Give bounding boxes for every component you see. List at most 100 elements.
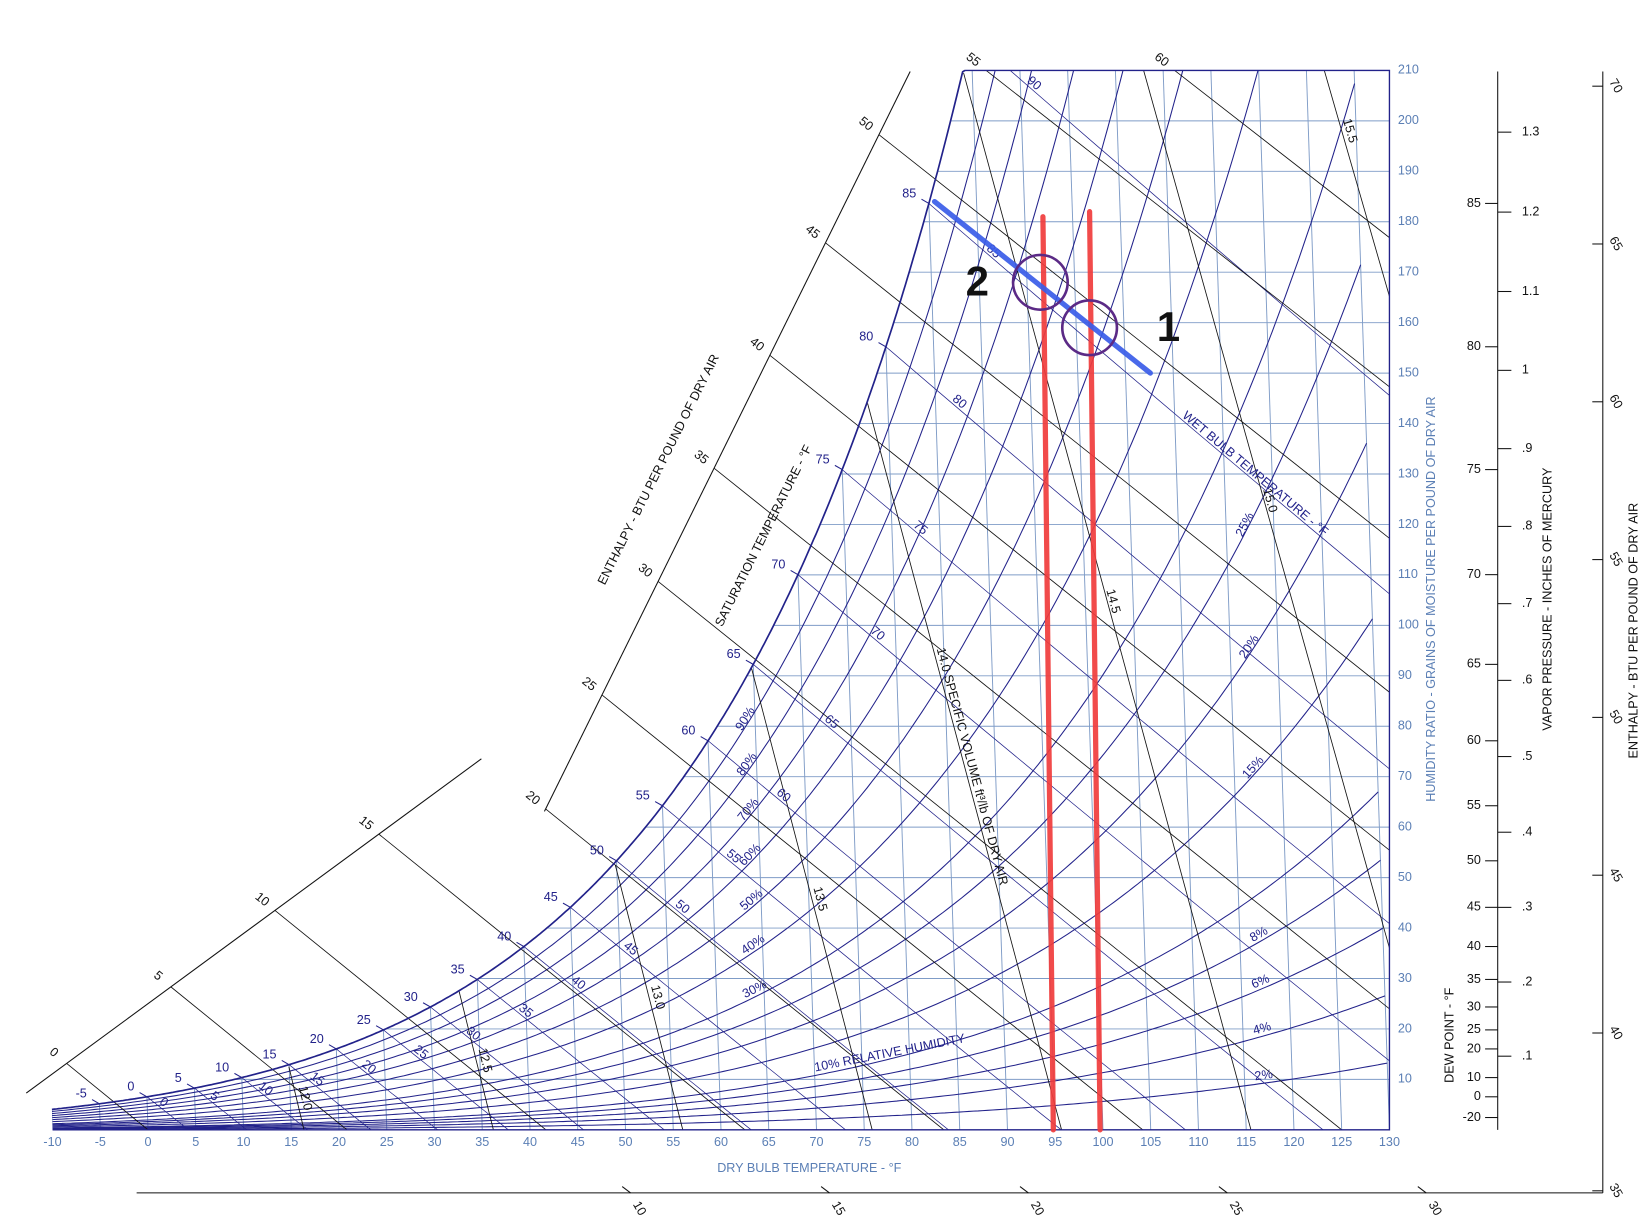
x-tick-label: 0 [145,1135,152,1149]
grid-layer [51,70,1390,1130]
enthalpy-tick-label: 60 [1152,50,1172,70]
specific-volume-line [963,72,1252,1130]
grid-line [1210,70,1247,1130]
y2-tick-label: 30 [1398,971,1412,985]
wet-bulb-label: 65 [822,712,842,732]
grid-line [494,70,531,1130]
saturation-tick [608,856,617,862]
grid-line [876,70,913,1130]
wet-bulb-label: 55 [724,846,744,866]
saturation-tick [234,1072,243,1079]
wet-bulb-line [841,469,1390,1130]
x-tick-label: 100 [1092,1135,1113,1149]
x-tick-label: 80 [905,1135,919,1149]
saturation-tick [91,1099,100,1105]
wet-bulb-line [616,860,949,1130]
wet-bulb-label: 90 [1024,73,1044,93]
rh-curve [52,83,1356,1125]
saturation-tick [186,1083,195,1089]
saturation-tick-label: 40 [497,929,511,943]
dew-point-label: DEW POINT - °F [1443,987,1457,1082]
saturation-tick [700,736,709,742]
vapor-pressure-tick-label: 1 [1522,363,1529,377]
specific-volume-label: 12.5 [476,1047,495,1074]
enthalpy-tick-label: 35 [692,447,712,467]
saturation-tick-label: 25 [357,1013,371,1027]
y2-tick-label: 90 [1398,668,1412,682]
x-tick-label: 55 [666,1135,680,1149]
specific-volume-label: 14.5 [1103,588,1123,615]
saturation-tick [834,464,843,471]
x-tick-label: 70 [809,1135,823,1149]
y2-tick-label: 100 [1398,618,1419,632]
right-enthalpy-tick-label: 65 [1606,234,1625,253]
rh-curve [52,70,1260,1123]
enthalpy-tick-label: 5 [151,968,165,983]
wet-bulb-label: 30 [464,1024,484,1044]
enthalpy-line [713,467,1390,1010]
vapor-pressure-tick-label: .1 [1522,1049,1533,1063]
enthalpy-tick-label: 50 [856,114,876,134]
saturation-tick [469,974,478,980]
saturation-label: SATURATION TEMPERATURE - °F [712,442,815,628]
saturation-tick [516,941,525,947]
dew-point-tick-label: 35 [1467,972,1481,986]
annotation-line [1040,214,1056,1133]
rh-curve [51,70,1035,1115]
x-tick-label: 45 [571,1135,585,1149]
specific-volume-label: 13.0 [648,984,668,1011]
wet-bulb-label: 70 [868,624,888,644]
dew-point-tick-label: 70 [1467,567,1481,581]
dew-point-tick-label: 75 [1467,462,1481,476]
y2-tick-label: 130 [1398,466,1419,480]
saturation-tick-label: 35 [451,962,465,976]
enthalpy-tick-label: 55 [963,50,983,70]
vapor-pressure-tick-label: .5 [1522,749,1533,763]
x-axis-label: DRY BULB TEMPERATURE - °F [717,1161,901,1175]
saturation-tick-label: 0 [127,1080,134,1094]
grid-line [971,70,1008,1130]
enthalpy-tick-label: 0 [47,1045,61,1060]
enthalpy-tick-label: 30 [636,561,656,581]
saturation-tick-label: 75 [816,452,830,466]
y2-tick-label: 10 [1398,1072,1412,1086]
vapor-pressure-tick-label: .4 [1522,825,1533,839]
saturation-tick [654,801,663,807]
dew-point-tick-label: 20 [1467,1041,1481,1055]
x-tick-label: 20 [332,1135,346,1149]
rh-curve [52,927,1383,1130]
wet-bulb-line [970,70,1390,1130]
y2-axis-label: HUMIDITY RATIO - GRAINS OF MOISTURE PER … [1424,396,1438,801]
grid-line [637,70,674,1130]
wet-bulb-line [928,203,1390,1130]
specific-volume-label: 13.5 [810,885,830,912]
plot-frame [52,69,1391,1131]
vapor-pressure-tick-label: .8 [1522,519,1533,533]
dew-point-tick-label: 60 [1467,733,1481,747]
vapor-pressure-tick-label: 1.2 [1522,204,1540,218]
vapor-pressure-label: VAPOR PRESSURE - INCHES OF MERCURY [1540,467,1554,731]
specific-volume-line [288,1066,305,1130]
vapor-pressure-tick-label: .3 [1522,900,1533,914]
wet-bulb-line [523,946,752,1130]
saturation-tick-label: 30 [404,990,418,1004]
specific-volume-label: 14.0 SPECIFIC VOLUME ft³/lb OF DRY AIR [934,646,1011,887]
enthalpy-line [769,354,1390,851]
chart-body: DRY BULB TEMPERATURE - °F HUMIDITY RATIO… [25,50,1641,1218]
y2-tick-label: 150 [1398,365,1419,379]
y2-tick-label: 40 [1398,920,1412,934]
wet-bulb-label: 35 [516,1001,536,1021]
specific-volume-line [867,403,1062,1130]
enthalpy-tick-label: 25 [579,674,599,694]
grid-line [350,70,388,1130]
saturation-tick-label: 80 [859,330,873,344]
bottom-scale-tick [820,1186,830,1194]
specific-volume-label: 15.5 [1340,117,1360,144]
x-tick-label: 110 [1188,1135,1208,1149]
x-tick-label: 75 [857,1135,871,1149]
enthalpy-line [170,986,348,1130]
x-tick-label: 60 [714,1135,728,1149]
wet-bulb-line [194,1087,248,1130]
wet-bulb-line [570,907,846,1130]
dew-point-tick-label: 25 [1467,1022,1481,1036]
